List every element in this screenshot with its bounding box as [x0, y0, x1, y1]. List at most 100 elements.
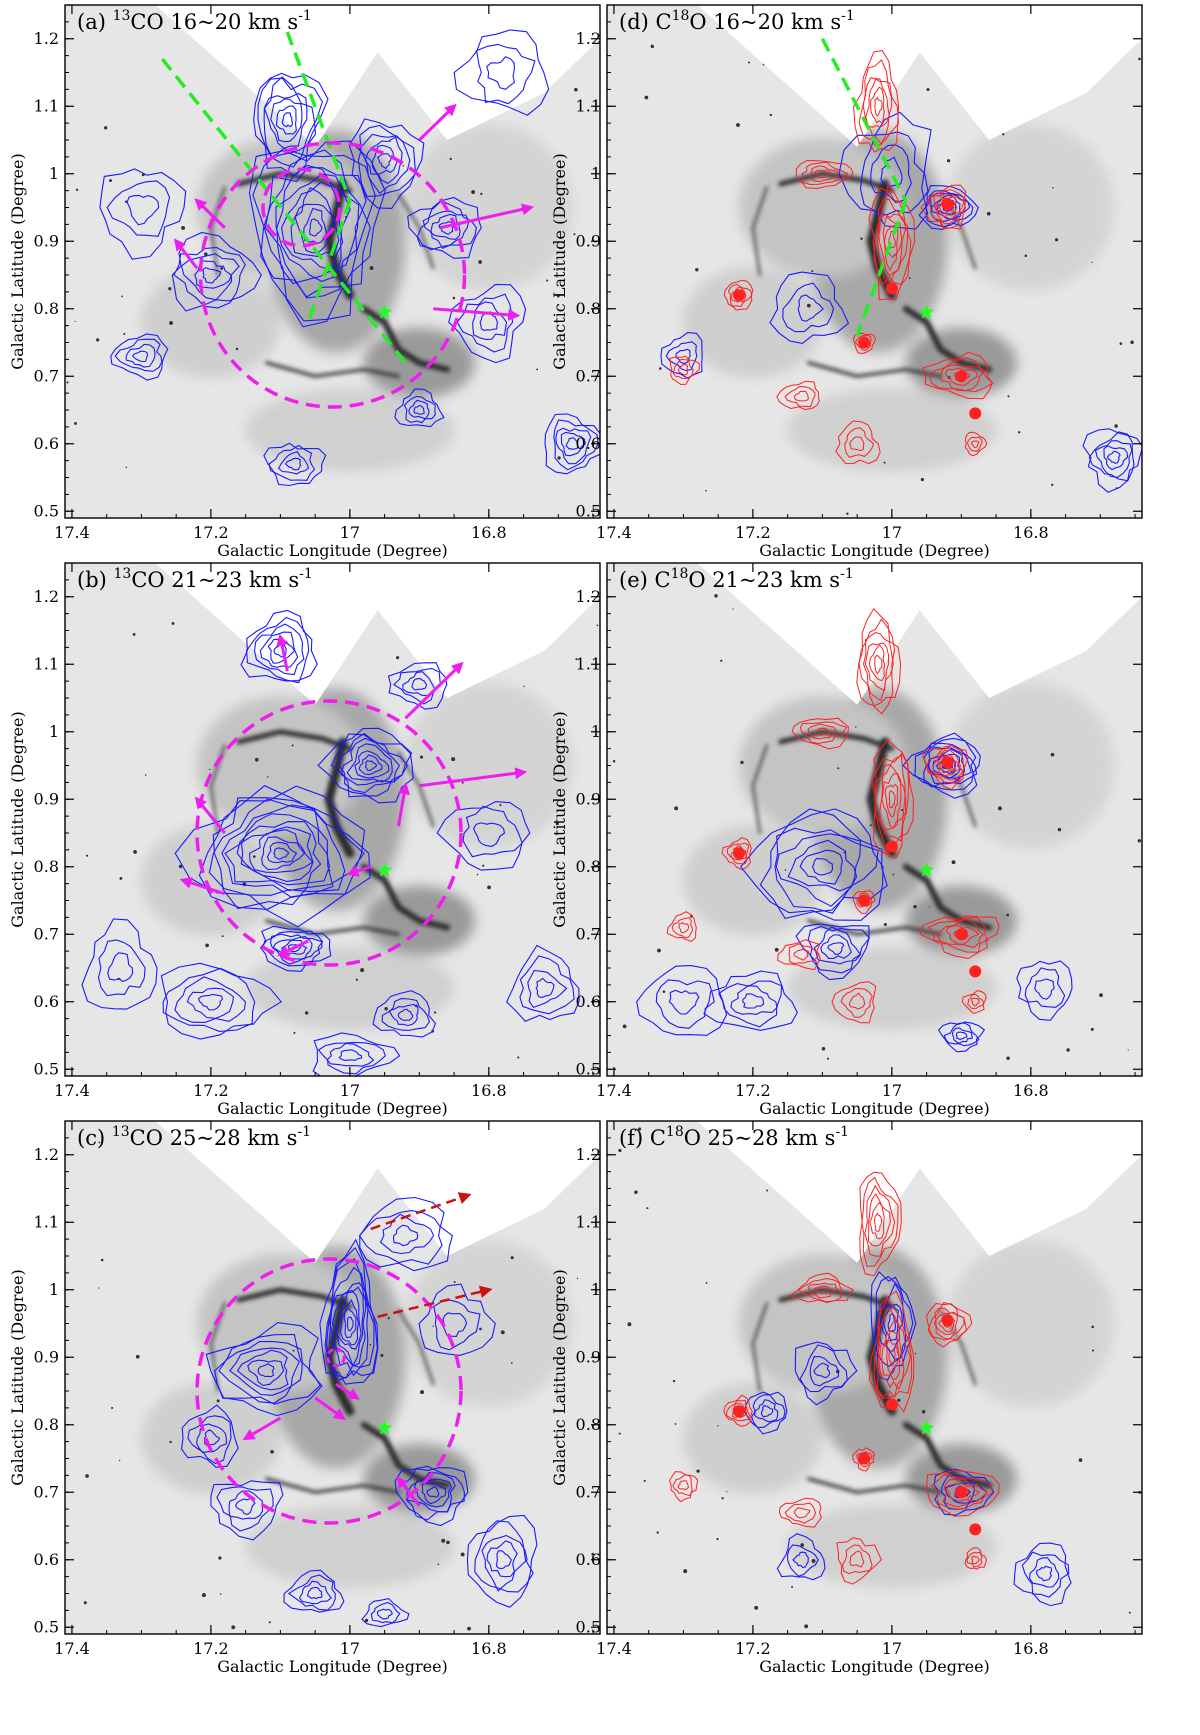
- y-tick-label: 0.7: [576, 366, 601, 385]
- contour-line: [820, 934, 853, 959]
- filament: [264, 361, 401, 378]
- contour-line: [131, 350, 149, 363]
- field-star: [846, 512, 849, 515]
- contour-line: [377, 153, 392, 170]
- dense-core: [941, 1314, 954, 1327]
- contour-line: [264, 167, 367, 299]
- contour-line: [944, 367, 979, 386]
- title-superscript: 13: [113, 8, 131, 24]
- contour-line: [678, 364, 689, 376]
- contour-line: [886, 1339, 900, 1375]
- field-star: [674, 1423, 677, 1425]
- field-star: [883, 461, 886, 464]
- field-star: [291, 174, 293, 177]
- contour-line: [870, 86, 885, 125]
- field-star: [1066, 1048, 1070, 1052]
- panel-f: 17.4 17.2 17 16.8 0.5 0.6 0.7 0.8 0.9 1 1.1 1.2 Gala…: [550, 1120, 1143, 1676]
- contour-line: [852, 890, 876, 914]
- panel-frame: [606, 1120, 1143, 1635]
- y-tick-label: 0.9: [34, 1347, 59, 1366]
- field-star: [575, 658, 578, 661]
- filament: [902, 863, 993, 931]
- contour-line: [930, 1474, 994, 1510]
- field-star: [951, 860, 956, 865]
- title-prefix: (e) C: [619, 568, 671, 592]
- contour-line: [346, 1316, 354, 1332]
- contour-line: [726, 842, 750, 865]
- contour-line: [855, 1451, 873, 1468]
- contour-line: [196, 1423, 227, 1454]
- x-tick-label: 17.2: [193, 1639, 229, 1658]
- field-star: [696, 1469, 700, 1473]
- contour-line: [813, 1285, 830, 1295]
- filaments: [751, 171, 993, 378]
- title-exponent: -1: [297, 1124, 311, 1140]
- contour-line: [268, 444, 316, 481]
- title-prefix: (c): [77, 1126, 112, 1150]
- field-star: [133, 850, 137, 854]
- x-tick-label: 16.8: [1013, 1081, 1049, 1100]
- contour-line: [953, 929, 969, 940]
- contour-line: [174, 785, 366, 928]
- x-tick-label: 17.4: [596, 1081, 632, 1100]
- panel-d-plot-area: [607, 5, 1142, 518]
- title-molecule: O 25~28 km s: [684, 1126, 836, 1150]
- contour-line: [294, 203, 335, 254]
- y-tick-label: 1.1: [576, 654, 601, 673]
- contour-line: [858, 59, 900, 145]
- field-star: [612, 760, 616, 763]
- contour-line: [99, 168, 187, 260]
- contour-line: [887, 1312, 897, 1333]
- contour-line: [723, 1394, 753, 1428]
- field-star: [467, 1626, 471, 1631]
- contour-line: [472, 301, 508, 340]
- contour-line: [388, 1003, 419, 1027]
- x-tick-label: 16.8: [471, 523, 507, 542]
- field-star: [219, 1593, 222, 1595]
- title-exponent: -1: [841, 8, 855, 24]
- field-star: [402, 165, 405, 167]
- field-star: [1006, 1056, 1010, 1060]
- field-star: [811, 1559, 816, 1563]
- filament: [866, 179, 897, 300]
- field-star: [364, 1618, 369, 1623]
- contour-line: [466, 1514, 538, 1608]
- field-star: [695, 268, 699, 272]
- field-star: [806, 303, 811, 308]
- contour-line: [180, 253, 240, 301]
- field-star: [754, 1605, 759, 1610]
- contour-line: [852, 332, 876, 355]
- y-tick-label: 0.6: [576, 992, 601, 1011]
- contour-line: [789, 1272, 854, 1304]
- filament: [264, 919, 401, 936]
- contour-line: [844, 427, 875, 458]
- contour-line: [354, 750, 390, 779]
- motion-arrow: [194, 796, 226, 834]
- field-star: [644, 95, 649, 100]
- contour-line: [675, 348, 691, 365]
- bubble-circle: [195, 1257, 463, 1525]
- field-star: [596, 624, 599, 627]
- field-star: [1057, 827, 1062, 832]
- contour-line: [794, 1341, 858, 1406]
- contour-line: [381, 998, 431, 1031]
- motion-arrow: [433, 307, 521, 321]
- no-data-mask: [697, 1121, 1142, 1263]
- title-superscript: 18: [672, 8, 690, 24]
- no-data-mask: [697, 5, 1142, 147]
- field-star: [900, 808, 904, 812]
- dense-core: [885, 840, 898, 853]
- dense-core: [733, 847, 746, 860]
- contour-line: [481, 1534, 528, 1592]
- contour-line: [797, 294, 824, 322]
- contour-line: [791, 717, 849, 750]
- star-marker: [377, 862, 393, 877]
- contour-line: [793, 1507, 811, 1519]
- contour-line: [246, 616, 310, 684]
- x-tick-label: 17.2: [193, 523, 229, 542]
- dense-core: [858, 894, 871, 907]
- field-star: [1130, 340, 1134, 345]
- contour-line: [856, 892, 873, 908]
- field-star: [921, 1410, 926, 1414]
- diffuse-cloud: [245, 388, 455, 472]
